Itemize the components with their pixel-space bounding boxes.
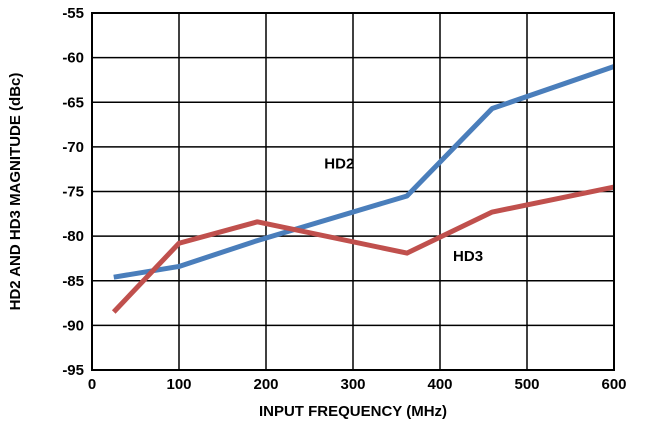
series-label-hd2: HD2: [324, 155, 354, 172]
x-tick-label: 0: [88, 376, 96, 393]
x-tick-label: 500: [514, 376, 539, 393]
y-tick-label: -65: [62, 94, 84, 111]
y-tick-label: -85: [62, 273, 84, 290]
series-line-hd3: [111, 184, 615, 314]
grid: [91, 12, 615, 371]
x-tick-label: 200: [253, 376, 278, 393]
series-lines: [111, 64, 615, 314]
y-tick-labels: -55 -60 -65 -70 -75 -80 -85 -90 -95: [62, 5, 84, 379]
x-tick-labels: 0 100 200 300 400 500 600: [88, 376, 627, 393]
x-tick-label: 300: [340, 376, 365, 393]
x-tick-label: 600: [601, 376, 626, 393]
y-tick-label: -75: [62, 184, 84, 201]
y-tick-label: -80: [62, 228, 84, 245]
y-tick-label: -55: [62, 5, 84, 22]
x-tick-label: 400: [427, 376, 452, 393]
y-tick-label: -95: [62, 362, 84, 379]
plot-border: [91, 12, 615, 371]
y-tick-label: -70: [62, 139, 84, 156]
y-axis-title: HD2 AND HD3 MAGNITUDE (dBc): [7, 73, 24, 311]
y-tick-label: -90: [62, 317, 84, 334]
y-tick-label: -60: [62, 50, 84, 67]
x-axis-title: INPUT FREQUENCY (MHz): [259, 403, 447, 420]
series-line-hd2: [113, 64, 615, 280]
x-tick-label: 100: [166, 376, 191, 393]
series-label-hd3: HD3: [453, 248, 483, 265]
